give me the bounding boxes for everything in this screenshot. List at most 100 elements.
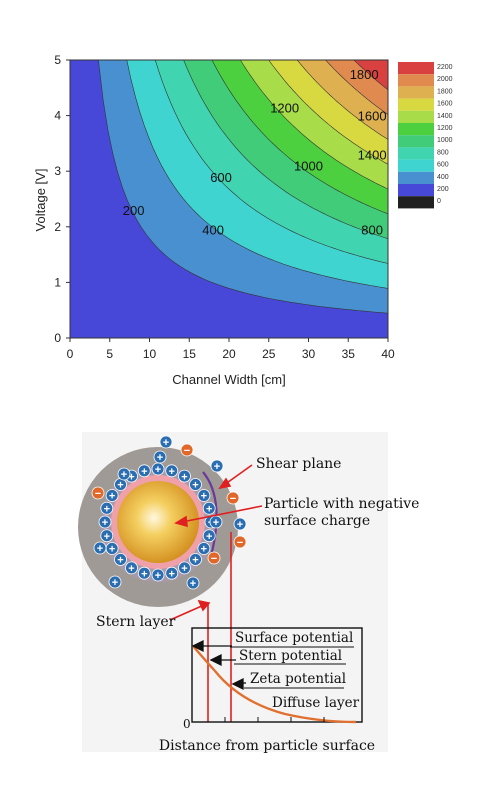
cation: + <box>165 464 179 478</box>
legend-tick-label: 1400 <box>437 113 453 120</box>
svg-text:−: − <box>95 488 101 500</box>
cation: + <box>125 561 138 575</box>
legend-tick-label: 600 <box>437 162 449 169</box>
contour-line <box>183 60 388 239</box>
svg-text:+: + <box>141 466 147 478</box>
cation: + <box>108 575 122 589</box>
legend-tick-label: 1800 <box>437 88 453 95</box>
legend-swatch <box>398 171 434 184</box>
contour-labels: 200 400 600 800 1000 1200 1400 1600 1800 <box>123 67 387 238</box>
y-axis-ticks: 0 1 2 3 4 5 <box>54 53 70 345</box>
shear-plane-arc <box>202 471 218 561</box>
cation: + <box>202 529 216 543</box>
x-tick-label: 15 <box>183 347 197 361</box>
svg-text:+: + <box>97 543 103 555</box>
y-tick-label: 3 <box>54 164 61 178</box>
x-tick-label: 25 <box>262 347 276 361</box>
zeta-potential-arrowhead <box>231 677 244 691</box>
svg-text:+: + <box>181 471 187 483</box>
svg-text:+: + <box>206 503 212 515</box>
zeta-potential-label: Zeta potential <box>250 671 346 687</box>
contour-label: 1800 <box>350 67 379 82</box>
contour-bands <box>70 60 388 338</box>
annotation-arrows <box>169 464 263 722</box>
particle-arrowhead <box>173 515 188 528</box>
x-axis-ticks: 0 5 10 15 20 25 30 35 40 <box>67 338 395 361</box>
svg-text:+: + <box>117 555 123 567</box>
contour-line <box>353 60 388 91</box>
contour-label: 1000 <box>294 159 323 174</box>
cation: + <box>178 469 191 483</box>
svg-text:+: + <box>121 469 127 481</box>
legend-swatch <box>398 86 434 99</box>
origin-label: 0 <box>183 717 191 731</box>
potential-graph-frame <box>191 627 363 723</box>
svg-text:+: + <box>128 563 134 575</box>
svg-text:−: − <box>211 553 217 565</box>
legend-tick-label: 2200 <box>437 64 453 71</box>
y-tick-label: 1 <box>54 275 61 289</box>
diffuse-layer-label: Diffuse layer <box>272 695 360 711</box>
svg-text:+: + <box>141 568 147 580</box>
contour-label: 1200 <box>270 100 299 115</box>
svg-text:+: + <box>112 577 118 589</box>
contour-line <box>154 60 388 264</box>
cation: + <box>178 561 191 575</box>
contour-line <box>268 60 388 165</box>
svg-text:+: + <box>201 491 207 503</box>
svg-text:+: + <box>190 578 196 590</box>
legend-swatch <box>398 62 434 75</box>
legend-swatch <box>398 196 434 209</box>
cation: + <box>165 566 179 580</box>
legend-swatch <box>398 98 434 111</box>
svg-text:+: + <box>168 568 174 580</box>
stern-potential-arrowhead <box>209 653 222 667</box>
x-tick-label: 30 <box>302 347 316 361</box>
legend-tick-label: 800 <box>437 149 449 156</box>
shear-plane-label: Shear plane <box>256 456 341 472</box>
cation: + <box>202 501 216 515</box>
cation: + <box>114 553 127 567</box>
contour-line <box>98 60 388 314</box>
cation: + <box>233 517 247 531</box>
contour-label: 1600 <box>358 109 387 124</box>
legend-swatch <box>398 74 434 87</box>
x-axis-label: Channel Width [cm] <box>172 372 285 387</box>
cation: + <box>186 576 200 590</box>
contour-line <box>296 60 388 140</box>
cation: + <box>197 542 211 556</box>
potential-pointers <box>191 639 246 691</box>
svg-text:+: + <box>155 464 161 476</box>
svg-text:+: + <box>237 519 243 531</box>
anion: − <box>180 443 194 457</box>
contour-label: 600 <box>210 170 232 185</box>
svg-text:+: + <box>201 544 207 556</box>
contour-band <box>353 60 388 90</box>
svg-text:+: + <box>155 570 161 582</box>
stern-layer-arrowhead <box>197 599 211 612</box>
cation: + <box>159 435 173 449</box>
double-layer-diagram: ++++++++++++++++++++++++++++−−+++++−−− S… <box>78 432 419 754</box>
legend-swatch <box>398 110 434 123</box>
svg-text:+: + <box>102 517 108 529</box>
cation: + <box>117 467 131 481</box>
contour-line <box>126 60 388 289</box>
cation: + <box>105 489 119 503</box>
cation: + <box>114 478 127 492</box>
particle-core <box>117 481 199 563</box>
svg-text:+: + <box>214 461 220 473</box>
cation: + <box>151 568 165 582</box>
legend-tick-label: 1600 <box>437 101 453 108</box>
svg-text:+: + <box>104 531 110 543</box>
contour-label: 1400 <box>358 148 387 163</box>
surface-potential-label: Surface potential <box>235 630 353 646</box>
svg-text:+: + <box>168 466 174 478</box>
x-tick-label: 0 <box>67 347 74 361</box>
contour-line <box>240 60 388 190</box>
cation: + <box>93 541 107 555</box>
y-tick-label: 2 <box>54 220 61 234</box>
contour-label: 800 <box>361 223 383 238</box>
ions: ++++++++++++++++++++++++++++−−+++++−−− <box>91 435 247 590</box>
svg-text:+: + <box>117 480 123 492</box>
cation: + <box>137 566 151 580</box>
